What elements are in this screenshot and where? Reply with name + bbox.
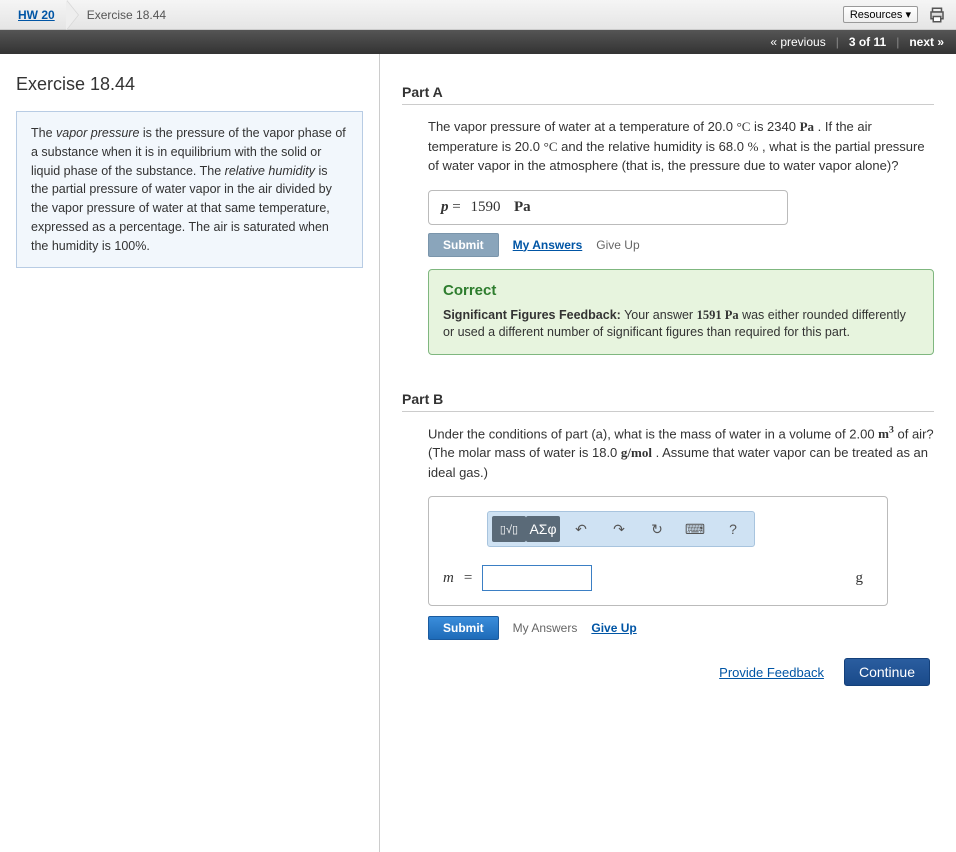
equation-toolbar: ▯√▯ ΑΣφ ↶ ↷ ↻ ⌨ ? xyxy=(487,511,755,547)
q-text: The vapor pressure of water at a tempera… xyxy=(428,119,737,134)
q-unit: °C xyxy=(737,119,751,134)
part-b-input-panel: ▯√▯ ΑΣφ ↶ ↷ ↻ ⌨ ? m = g xyxy=(428,496,888,606)
info-text: The xyxy=(31,126,56,140)
nav-bar: « previous | 3 of 11 | next » xyxy=(0,30,956,54)
keyboard-icon[interactable]: ⌨ xyxy=(678,516,712,542)
answer-eq: = xyxy=(449,199,465,215)
part-b-question: Under the conditions of part (a), what i… xyxy=(402,424,934,483)
q-unit: m xyxy=(878,426,889,441)
answer-var: m xyxy=(443,570,454,587)
answer-unit: Pa xyxy=(514,199,531,215)
part-a-heading: Part A xyxy=(402,84,934,105)
q-text: and the relative humidity is 68.0 xyxy=(558,139,748,154)
part-a-question: The vapor pressure of water at a tempera… xyxy=(402,117,934,176)
give-up-link[interactable]: Give Up xyxy=(596,238,639,252)
give-up-link[interactable]: Give Up xyxy=(591,621,636,635)
submit-button[interactable]: Submit xyxy=(428,233,499,257)
part-a-answer-box: p = 1590 Pa xyxy=(428,190,788,225)
greek-tool-icon[interactable]: ΑΣφ xyxy=(526,516,560,542)
provide-feedback-link[interactable]: Provide Feedback xyxy=(719,665,824,680)
answer-unit: g xyxy=(856,570,864,587)
nav-divider: | xyxy=(896,35,899,49)
part-a-buttons: Submit My Answers Give Up xyxy=(428,233,934,257)
answer-input[interactable] xyxy=(482,565,592,591)
exercise-title: Exercise 18.44 xyxy=(16,74,363,95)
continue-button[interactable]: Continue xyxy=(844,658,930,686)
info-box: The vapor pressure is the pressure of th… xyxy=(16,111,363,268)
breadcrumb-separator xyxy=(67,0,79,30)
top-bar: HW 20 Exercise 18.44 Resources ▾ xyxy=(0,0,956,30)
nav-divider: | xyxy=(836,35,839,49)
undo-icon[interactable]: ↶ xyxy=(564,516,598,542)
my-answers-link[interactable]: My Answers xyxy=(513,621,578,635)
info-em: vapor pressure xyxy=(56,126,139,140)
part-b-buttons: Submit My Answers Give Up xyxy=(428,616,934,640)
q-text: is 2340 xyxy=(750,119,799,134)
help-icon[interactable]: ? xyxy=(716,516,750,542)
info-em: relative humidity xyxy=(225,164,315,178)
left-column: Exercise 18.44 The vapor pressure is the… xyxy=(0,54,380,852)
nav-next[interactable]: next » xyxy=(909,35,944,49)
print-icon[interactable] xyxy=(928,6,946,24)
correct-label: Correct xyxy=(443,282,919,299)
part-b-heading: Part B xyxy=(402,391,934,412)
nav-previous[interactable]: « previous xyxy=(770,35,825,49)
q-unit: °C xyxy=(544,139,558,154)
answer-var: p xyxy=(441,199,449,215)
q-unit: Pa xyxy=(800,119,814,134)
main-area: Exercise 18.44 The vapor pressure is the… xyxy=(0,54,956,852)
my-answers-link[interactable]: My Answers xyxy=(513,238,583,252)
bottom-row: Provide Feedback Continue xyxy=(402,658,934,686)
q-text: Under the conditions of part (a), what i… xyxy=(428,426,878,441)
redo-icon[interactable]: ↷ xyxy=(602,516,636,542)
fb-value: 1591 Pa xyxy=(697,308,739,322)
fb-bold: Significant Figures Feedback: xyxy=(443,308,621,322)
right-column: Part A The vapor pressure of water at a … xyxy=(380,54,956,852)
q-unit: % xyxy=(748,139,759,154)
feedback-box: Correct Significant Figures Feedback: Yo… xyxy=(428,269,934,355)
feedback-text: Significant Figures Feedback: Your answe… xyxy=(443,307,919,342)
submit-button[interactable]: Submit xyxy=(428,616,499,640)
reset-icon[interactable]: ↻ xyxy=(640,516,674,542)
q-unit: g/mol xyxy=(621,445,652,460)
resources-dropdown[interactable]: Resources ▾ xyxy=(843,6,918,23)
answer-input-row: m = g xyxy=(443,565,873,591)
breadcrumb-hw-link[interactable]: HW 20 xyxy=(10,8,63,22)
fb-text: Your answer xyxy=(621,308,697,322)
nav-position: 3 of 11 xyxy=(849,35,886,49)
answer-value: 1590 xyxy=(464,199,506,215)
breadcrumb-exercise: Exercise 18.44 xyxy=(79,8,166,22)
answer-eq: = xyxy=(464,570,472,587)
template-tool-icon[interactable]: ▯√▯ xyxy=(492,516,526,542)
